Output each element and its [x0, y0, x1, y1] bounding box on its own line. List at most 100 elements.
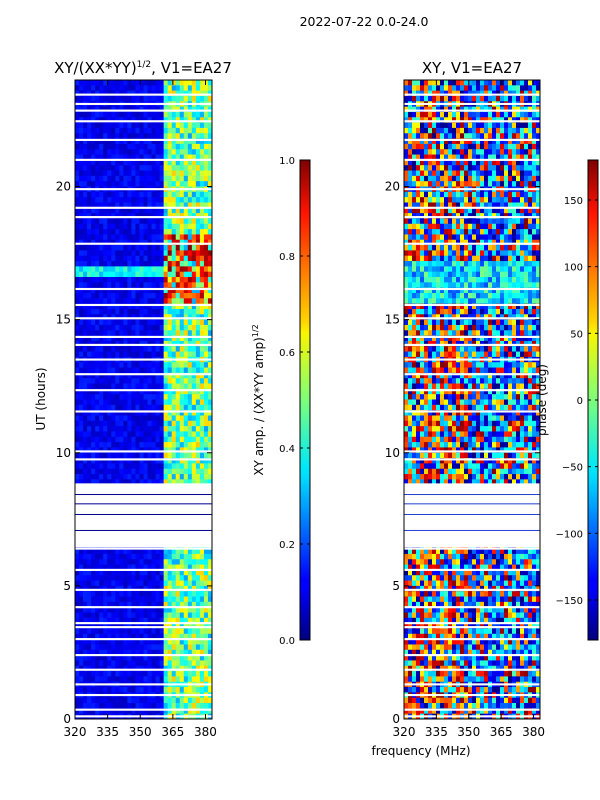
phase-heatmap-cell — [492, 170, 497, 177]
amp-heatmap-cell — [207, 255, 213, 262]
amp-heatmap-cell — [115, 282, 120, 289]
amp-heatmap-cell — [175, 277, 181, 283]
amp-heatmap-cell — [103, 149, 108, 155]
amp-heatmap-cell — [159, 261, 165, 267]
amp-heatmap-cell — [87, 362, 92, 368]
phase-heatmap-cell — [532, 133, 537, 139]
amp-heatmap-cell — [147, 564, 152, 571]
amp-heatmap-cell — [155, 628, 161, 635]
amp-heatmap-cell — [103, 415, 108, 422]
amp-heatmap-cell — [91, 191, 96, 198]
amp-heatmap-cell — [191, 207, 197, 214]
amp-heatmap-cell — [131, 399, 136, 406]
amp-heatmap-cell — [103, 213, 108, 219]
amp-heatmap-cell — [187, 324, 193, 331]
phase-heatmap-cell — [436, 181, 441, 187]
amp-heatmap-cell — [187, 367, 193, 374]
amp-heatmap-cell — [171, 117, 177, 124]
amp-heatmap-cell — [79, 250, 84, 257]
amp-heatmap-cell — [183, 207, 189, 214]
phase-heatmap-cell — [520, 106, 525, 113]
amp-heatmap-cell — [147, 218, 152, 225]
amp-heatmap-cell — [99, 314, 104, 321]
phase-heatmap-cell — [480, 202, 485, 209]
amp-heatmap-cell — [203, 277, 209, 283]
amp-heatmap-cell — [83, 308, 88, 315]
amp-heatmap-cell — [191, 367, 197, 374]
amp-heatmap-cell — [167, 207, 173, 214]
amp-heatmap-cell — [195, 165, 201, 171]
amp-heatmap-cell — [159, 548, 165, 555]
amp-heatmap-cell — [191, 388, 197, 395]
amp-heatmap-cell — [171, 314, 177, 321]
amp-heatmap-cell — [163, 90, 169, 97]
amp-heatmap-cell — [135, 202, 140, 209]
amp-heatmap-cell — [147, 585, 152, 592]
amp-heatmap-cell — [183, 346, 189, 352]
amp-heatmap-cell — [135, 655, 140, 661]
amp-heatmap-cell — [95, 154, 100, 161]
amp-heatmap-cell — [99, 197, 104, 203]
amp-heatmap-cell — [155, 644, 161, 651]
amp-heatmap-cell — [87, 399, 92, 406]
phase-heatmap-cell — [536, 181, 541, 187]
amp-heatmap-cell — [135, 330, 140, 336]
phase-heatmap-cell — [496, 197, 501, 203]
amp-heatmap-cell — [143, 639, 148, 645]
amp-heatmap-cell — [159, 394, 165, 400]
amp-heatmap-cell — [91, 639, 96, 645]
amp-heatmap-cell — [123, 202, 128, 209]
phase-heatmap-cell — [428, 154, 433, 161]
amp-heatmap-cell — [75, 474, 80, 480]
amp-heatmap-cell — [119, 559, 124, 565]
amp-heatmap-cell — [83, 202, 88, 209]
phase-heatmap-cell — [404, 95, 409, 102]
amp-heatmap-cell — [115, 612, 120, 619]
amp-heatmap-cell — [163, 426, 169, 432]
amp-heatmap-cell — [171, 559, 177, 565]
amp-heatmap-cell — [171, 266, 177, 273]
amp-heatmap-cell — [99, 649, 104, 656]
amp-heatmap-cell — [119, 463, 124, 470]
amp-heatmap-cell — [167, 143, 173, 150]
amp-heatmap-cell — [179, 314, 185, 321]
amp-heatmap-cell — [127, 95, 132, 102]
amp-heatmap-cell — [83, 250, 88, 257]
amp-heatmap-cell — [155, 442, 161, 448]
amp-heatmap-cell — [155, 452, 161, 459]
amp-heatmap-cell — [83, 362, 88, 368]
amp-heatmap-cell — [163, 612, 169, 619]
amp-heatmap-cell — [195, 213, 201, 219]
phase-heatmap-cell — [416, 85, 421, 92]
phase-heatmap-cell — [464, 117, 469, 124]
phase-heatmap-cell — [532, 143, 537, 150]
amp-heatmap-cell — [143, 330, 148, 336]
amp-heatmap-cell — [147, 687, 152, 693]
amp-heatmap-cell — [171, 181, 177, 187]
amp-heatmap-cell — [135, 612, 140, 619]
amp-heatmap-cell — [107, 388, 112, 395]
amp-heatmap-cell — [171, 362, 177, 368]
amp-heatmap-cell — [163, 468, 169, 475]
amp-flagged-row — [75, 568, 212, 571]
amp-heatmap-cell — [111, 250, 116, 257]
amp-heatmap-cell — [111, 569, 116, 576]
amp-heatmap-cell — [115, 324, 120, 331]
amp-heatmap-cell — [191, 569, 197, 576]
amp-heatmap-cell — [143, 362, 148, 368]
amp-heatmap-cell — [115, 548, 120, 555]
amp-heatmap-cell — [171, 346, 177, 352]
amp-heatmap-cell — [151, 410, 156, 416]
amp-heatmap-cell — [175, 633, 181, 640]
amp-heatmap-cell — [155, 335, 161, 342]
amp-heatmap-cell — [91, 362, 96, 368]
amp-heatmap-cell — [159, 468, 165, 475]
amp-heatmap-cell — [163, 85, 169, 92]
amp-heatmap-cell — [139, 133, 144, 139]
amp-heatmap-cell — [131, 649, 136, 656]
phase-heatmap-cell — [488, 149, 493, 155]
amp-heatmap-cell — [79, 607, 84, 613]
amp-heatmap-cell — [167, 687, 173, 693]
amp-heatmap-cell — [135, 575, 140, 581]
amp-heatmap-cell — [199, 277, 205, 283]
